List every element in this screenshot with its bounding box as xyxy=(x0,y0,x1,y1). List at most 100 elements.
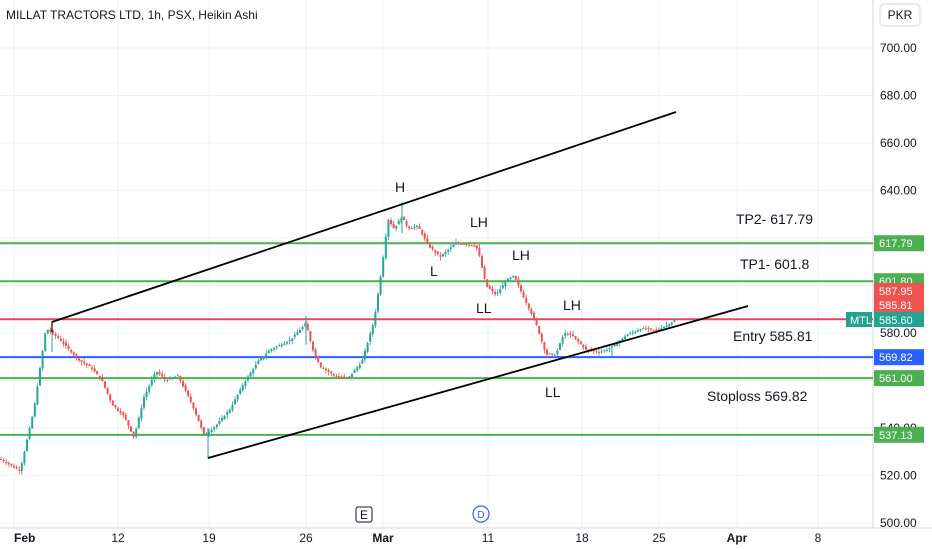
candle-body xyxy=(78,358,80,361)
candle-body xyxy=(449,247,452,250)
candle-body xyxy=(57,335,60,339)
candle-body xyxy=(546,349,548,355)
candle-body xyxy=(210,429,213,433)
chart-grid xyxy=(0,0,932,529)
candle-body xyxy=(13,466,15,468)
candle-body xyxy=(236,394,239,400)
annotation-entry: Entry 585.81 xyxy=(733,328,813,344)
candle-body xyxy=(572,334,574,337)
candle-body xyxy=(543,342,546,351)
price-tick-label: 700.00 xyxy=(880,41,917,55)
candle-body xyxy=(247,376,249,381)
time-tick-label: 11 xyxy=(482,531,495,545)
candle-body xyxy=(182,381,184,387)
candle-body xyxy=(254,364,257,369)
annotation-lh-2: LH xyxy=(512,247,530,263)
candle-body xyxy=(527,303,530,309)
candle-body xyxy=(70,349,73,353)
candle-body xyxy=(231,404,234,410)
candle-body xyxy=(140,408,143,419)
candle-body xyxy=(520,285,522,292)
candle-body xyxy=(535,318,538,326)
candle-body xyxy=(387,219,390,237)
candle-body xyxy=(488,286,491,289)
time-tick-label: 19 xyxy=(202,531,216,545)
candle-body xyxy=(621,338,624,341)
candle-body xyxy=(431,246,434,250)
candle-body xyxy=(475,245,478,249)
candle-body xyxy=(665,325,668,327)
candle-body xyxy=(33,403,36,417)
candle-body xyxy=(317,356,320,363)
candle-body xyxy=(265,353,268,357)
price-tick-label: 680.00 xyxy=(880,89,917,103)
candle-body xyxy=(83,361,86,364)
candle-body xyxy=(67,345,70,349)
candle-body xyxy=(447,249,450,252)
candle-body xyxy=(7,462,10,465)
candle-body xyxy=(566,334,569,336)
candle-body xyxy=(273,347,275,350)
candle-body xyxy=(208,431,210,434)
candle-body xyxy=(54,333,57,336)
price-tag-label: 585.81 xyxy=(879,300,913,312)
candle-body xyxy=(423,233,426,239)
currency-button[interactable]: PKR xyxy=(879,3,921,27)
candle-body xyxy=(371,325,374,335)
candle-body xyxy=(234,399,236,404)
price-level-tag-bg xyxy=(874,370,924,387)
candle-body xyxy=(462,243,465,245)
dividend-marker[interactable]: D xyxy=(472,505,490,523)
candle-body xyxy=(587,349,590,351)
candle-body xyxy=(119,411,122,414)
annotation-h: H xyxy=(395,179,405,195)
candle-body xyxy=(559,343,561,350)
candle-body xyxy=(5,461,8,464)
candle-body xyxy=(215,424,218,428)
candle-body xyxy=(663,326,665,329)
candle-body xyxy=(470,245,473,247)
earnings-marker[interactable]: E xyxy=(355,506,373,523)
candle-body xyxy=(504,282,507,287)
candle-body xyxy=(525,297,528,303)
candle-body xyxy=(600,351,603,353)
candle-body xyxy=(366,342,369,352)
candle-body xyxy=(312,341,314,351)
candle-body xyxy=(299,329,301,333)
price-tag-bg xyxy=(874,297,924,312)
price-levels xyxy=(0,242,873,436)
candle-body xyxy=(260,358,262,361)
candle-body xyxy=(637,330,639,332)
candle-body xyxy=(44,333,47,351)
candle-body xyxy=(374,311,377,326)
candle-body xyxy=(267,350,270,354)
candle-body xyxy=(585,346,587,350)
candle-body xyxy=(257,360,260,365)
candle-body xyxy=(36,386,39,405)
candle-body xyxy=(221,417,223,421)
candle-body xyxy=(91,367,93,370)
candle-body xyxy=(104,381,106,388)
candle-body xyxy=(670,322,673,325)
candle-body xyxy=(574,335,577,339)
candle-body xyxy=(41,351,44,369)
candle-body xyxy=(239,389,242,394)
candle-body xyxy=(390,220,392,225)
candle-body xyxy=(496,292,499,294)
candle-body xyxy=(660,328,663,330)
candle-body xyxy=(314,349,317,356)
candle-body xyxy=(223,415,226,420)
candle-body xyxy=(457,242,460,244)
candle-body xyxy=(397,220,400,225)
candle-body xyxy=(382,257,385,277)
svg-text:E: E xyxy=(360,508,368,522)
candle-body xyxy=(153,373,156,380)
candle-body xyxy=(564,333,567,337)
time-tick-label: 8 xyxy=(815,531,822,545)
candle-body xyxy=(166,380,169,382)
candle-body xyxy=(561,336,564,344)
candle-body xyxy=(192,402,195,409)
candle-body xyxy=(491,288,494,292)
candle-body xyxy=(353,370,356,373)
candle-body xyxy=(218,421,221,424)
